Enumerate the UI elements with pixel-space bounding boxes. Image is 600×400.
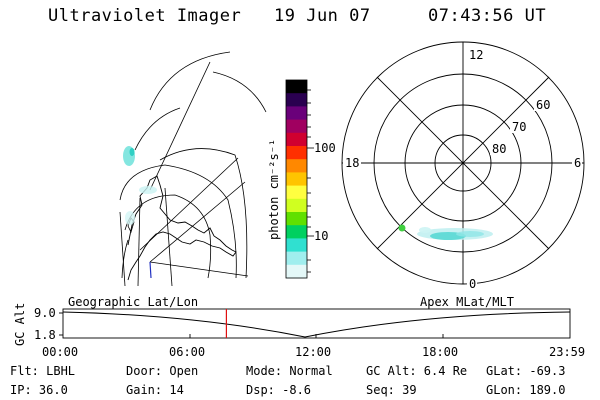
mlt-0-bg [467, 276, 477, 290]
map-lat-circle-2 [124, 194, 212, 279]
mlt-6-bg [572, 155, 582, 169]
gc-alt-axis-label: GC Alt [13, 303, 27, 346]
lat-80-bg [490, 142, 510, 155]
colorbar-segment [286, 106, 307, 121]
map-lat-circle-3 [121, 239, 129, 279]
colorbar-unit-label: photon cm⁻²s⁻¹ [267, 139, 281, 240]
lat-label-80: 80 [492, 142, 506, 156]
polar-label: Apex MLat/MLT [420, 295, 514, 309]
colorbar [286, 80, 307, 279]
status-mode: Mode: Normal [246, 364, 333, 378]
gc-alt-frame [62, 308, 571, 339]
map-emission-faint [139, 186, 157, 194]
status-filter: Flt: LBHL [10, 364, 75, 378]
mlt-18-bg [343, 155, 361, 169]
status-ip: IP: 36.0 [10, 383, 68, 397]
map-arc-outer [149, 51, 231, 111]
colorbar-tick-marks [307, 89, 314, 273]
lat-label-70: 70 [512, 120, 526, 134]
map-lat-circle-1 [119, 164, 237, 279]
colorbar-frame [285, 79, 308, 279]
colorbar-segment [286, 159, 307, 173]
map-meridian-2 [139, 157, 239, 251]
mlt-12-bg [467, 47, 483, 61]
map-arc-upper [134, 107, 181, 151]
status-door: Door: Open [126, 364, 198, 378]
colorbar-tick-100: 100 [314, 141, 336, 155]
polar-plot [341, 41, 585, 285]
gc-alt-xtick-3: 18:00 [422, 345, 458, 359]
map-limb-right [159, 148, 248, 279]
colorbar-segment [286, 80, 307, 94]
gc-alt-curve [62, 311, 571, 338]
lat-60-bg [534, 98, 554, 111]
colorbar-segment [286, 146, 307, 160]
colorbar-segment [286, 238, 307, 253]
gc-alt-xtick-1: 06:00 [169, 345, 205, 359]
status-gain: Gain: 14 [126, 383, 184, 397]
map-meridian-1 [149, 61, 211, 191]
instrument-title: Ultraviolet Imager [48, 6, 242, 26]
colorbar-segment [286, 212, 307, 226]
status-dsp: Dsp: -8.6 [246, 383, 311, 397]
colorbar-segment [286, 185, 307, 200]
mlt-label-0: 0 [469, 277, 476, 291]
gc-alt-ytick-top: 9.0 [34, 306, 56, 320]
time-label: 07:43:56 UT [428, 6, 547, 26]
colorbar-segment [286, 93, 307, 107]
status-glat: GLat: -69.3 [486, 364, 565, 378]
gc-alt-xtick-2: 12:00 [295, 345, 331, 359]
status-glon: GLon: 189.0 [486, 383, 565, 397]
map-meridian-3 [149, 181, 246, 263]
colorbar-segment [286, 225, 307, 239]
map-arc-top [212, 71, 267, 113]
geographic-map [119, 51, 267, 287]
status-gc-alt: GC Alt: 6.4 Re [366, 364, 467, 378]
map-parallel-bottom [149, 261, 249, 277]
map-emission-core [129, 148, 135, 156]
mlt-label-18: 18 [345, 156, 359, 170]
colorbar-segment [286, 251, 307, 266]
mlt-label-6: 6 [574, 156, 581, 170]
mlt-label-12: 12 [469, 48, 483, 62]
colorbar-segment [286, 264, 307, 279]
lat-70-bg [510, 120, 530, 133]
gc-alt-ticks [59, 312, 444, 338]
map-emission-faint-2 [125, 211, 135, 225]
gc-alt-xtick-0: 00:00 [42, 345, 78, 359]
colorbar-segment [286, 198, 307, 213]
colorbar-segment [286, 119, 307, 134]
lat-label-60: 60 [536, 98, 550, 112]
map-edge-left [119, 211, 126, 287]
coastline [127, 175, 237, 281]
colorbar-segment [286, 132, 307, 147]
status-seq: Seq: 39 [366, 383, 417, 397]
colorbar-tick-10: 10 [314, 229, 328, 243]
polar-diagonal-2 [376, 76, 550, 250]
gc-alt-xtick-4: 23:59 [549, 345, 585, 359]
polar-emission-faint [419, 227, 431, 233]
map-meridian-5 [164, 187, 173, 287]
geo-map-label: Geographic Lat/Lon [68, 295, 198, 309]
map-meridian-4 [137, 197, 141, 287]
map-marker [149, 261, 152, 279]
polar-emission-tail [456, 231, 484, 237]
polar-emission-green [398, 224, 406, 232]
date-label: 19 Jun 07 [274, 6, 371, 26]
colorbar-segment [286, 172, 307, 187]
gc-alt-ytick-bottom: 1.8 [34, 328, 56, 342]
